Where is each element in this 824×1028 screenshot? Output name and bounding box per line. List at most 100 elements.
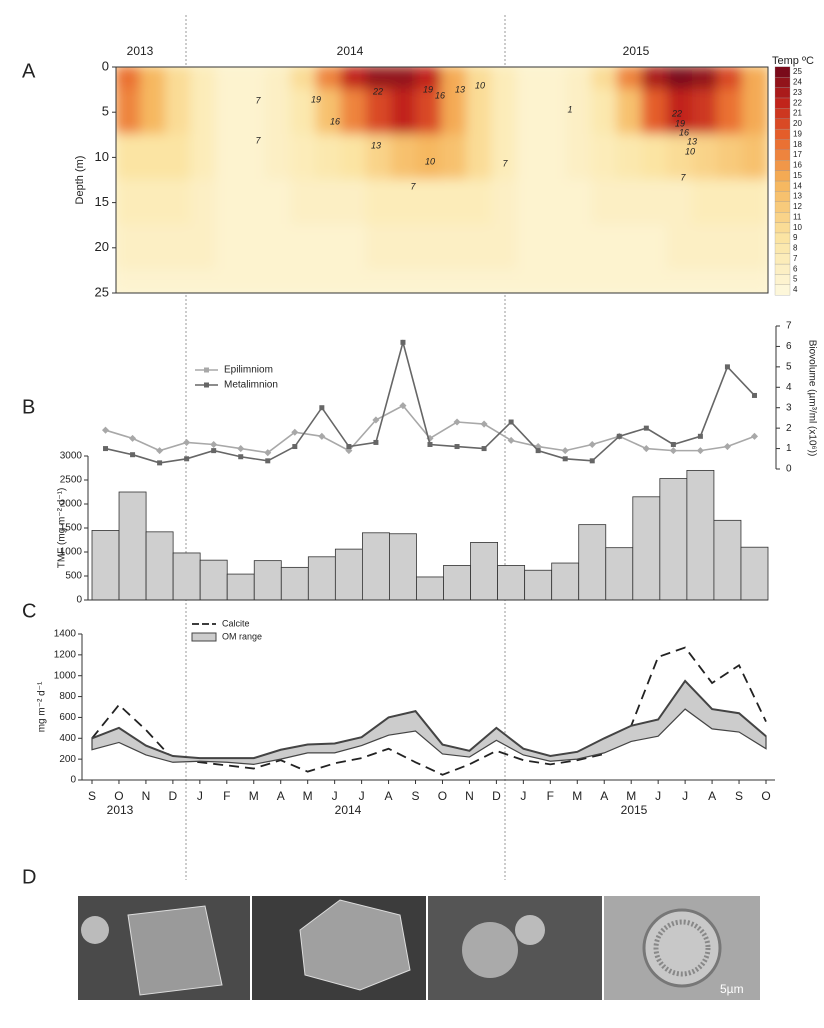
y-tick-label: 800 [59,691,76,702]
diamond-marker [372,416,380,424]
square-marker [535,448,541,454]
colorbar-cell [774,170,791,182]
diamond-marker [291,428,299,436]
heat-cell [516,224,544,272]
y2-tick-label: 5 [786,361,792,372]
colorbar-tick-label: 14 [793,181,802,190]
heat-cell [441,67,469,91]
bar [416,576,444,601]
heat-cell [641,67,669,91]
heat-cell [165,179,193,227]
heat-cell [140,67,168,91]
panel-label: A [22,60,36,82]
heat-cell [741,269,768,293]
heat-cell [491,67,519,91]
heat-cell [315,88,343,136]
y2-tick-label: 7 [786,321,792,332]
heat-cell [641,133,669,181]
legend-label: Epilimniom [224,365,273,376]
heat-cell [116,133,143,181]
colorbar-tick-label: 16 [793,161,802,170]
heat-cell [365,133,393,181]
heat-cell [116,67,143,91]
heat-cell [441,224,469,272]
heat-cell [215,67,243,91]
heat-cell [190,133,218,181]
heat-cell [140,133,168,181]
colorbar-cell [774,139,791,151]
square-marker [265,458,271,464]
y2-tick-label: 4 [786,382,792,393]
diamond-marker [210,440,218,449]
y-tick-label: 0 [70,775,76,786]
heat-cell [315,269,343,293]
square-marker [724,364,730,370]
heat-cell [541,179,569,227]
y2-tick-label: 0 [786,464,792,475]
heat-cell [741,88,768,136]
colorbar-cell [774,284,791,296]
x-tick-label: M [303,789,313,803]
diamond-marker [101,426,110,434]
year-label: 2015 [621,803,648,817]
particle [462,922,518,978]
x-tick-label: J [332,789,338,803]
colorbar-label: Temp ºC [772,55,814,67]
y2-tick-label: 6 [786,341,792,352]
x-tick-label: N [142,789,151,803]
y-tick-label: 20 [95,239,109,254]
heat-cell [691,179,719,227]
heat-cell [491,224,519,272]
heat-cell [240,133,268,181]
heat-cell [441,88,469,136]
heat-cell [566,133,594,181]
heat-cell [616,88,644,136]
heat-cell [340,88,368,136]
colorbar-tick-label: 4 [793,285,798,294]
heat-cell [215,133,243,181]
colorbar-cell [774,118,791,130]
square-marker [184,456,190,462]
y-tick-label: 1500 [60,523,83,534]
heat-cell [641,269,669,293]
legend-swatch [191,632,217,642]
bar [443,565,471,601]
x-tick-label: S [412,789,420,803]
panel-label: B [22,396,35,418]
heat-cell [491,133,519,181]
colorbar-tick-label: 8 [793,244,798,253]
heat-cell [716,88,744,136]
contour-label: 19 [423,84,433,94]
colorbar-tick-label: 12 [793,202,802,211]
heat-cell [215,179,243,227]
heat-cell [290,269,318,293]
contour-label: 7 [255,95,261,105]
bar [551,562,580,601]
legend-marker [204,382,209,388]
diamond-marker [129,434,137,442]
heat-cell [190,88,218,136]
y-tick-label: 1200 [54,649,77,660]
heat-cell [466,133,494,181]
heat-cell [165,133,193,181]
heat-cell [541,269,569,293]
bar [632,496,661,601]
y2-tick-label: 1 [786,443,792,454]
x-tick-label: D [169,789,178,803]
bar [172,552,201,601]
heat-cell [691,88,719,136]
square-marker [211,448,217,454]
panel-label: C [22,600,36,622]
heat-cell [265,88,293,136]
bar [470,542,498,601]
micrographs: 5µm [78,896,760,1000]
bar [361,532,390,601]
heat-cell [716,67,744,91]
y-tick-label: 15 [95,194,109,209]
heat-cell [265,179,293,227]
heat-cell [741,67,768,91]
heat-cell [390,179,418,227]
square-marker [508,419,514,425]
contour-label: 19 [675,118,685,128]
bar [686,469,715,601]
